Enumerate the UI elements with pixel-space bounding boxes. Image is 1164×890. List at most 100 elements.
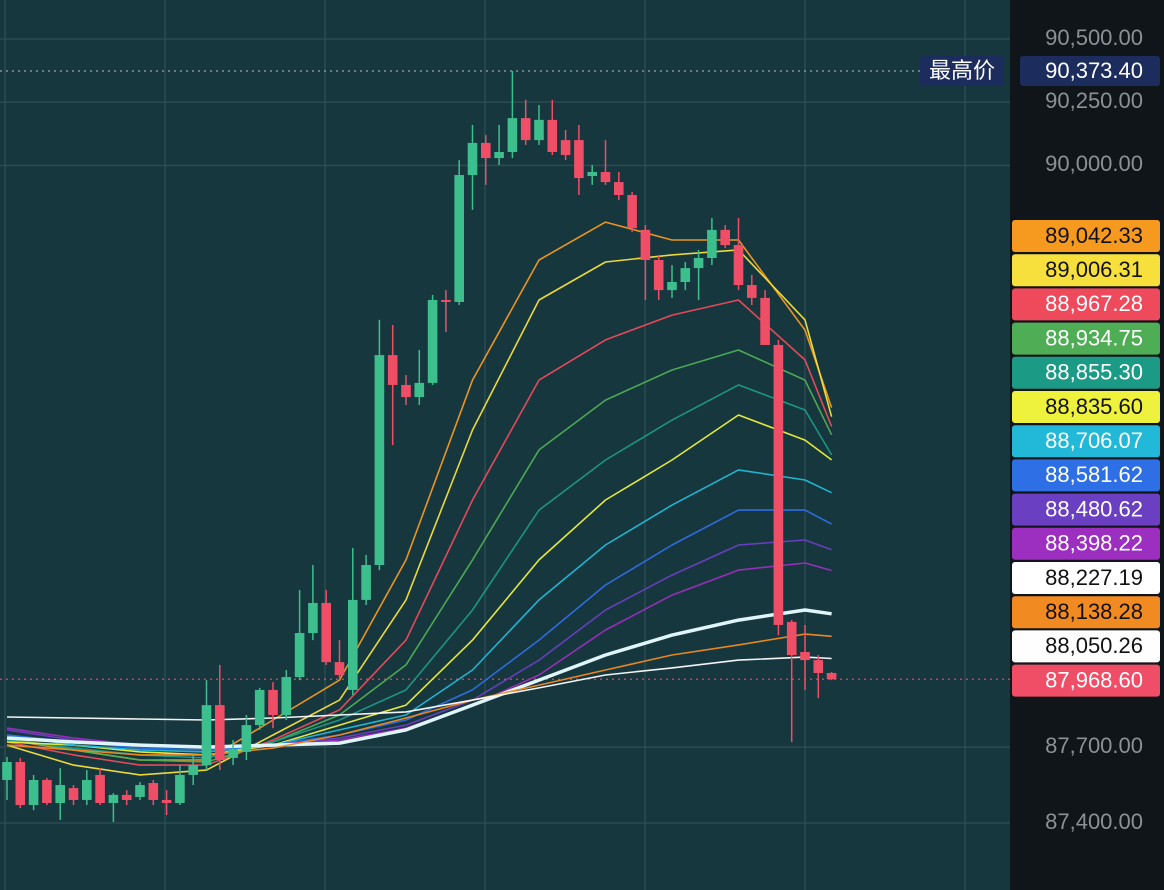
candle-body (454, 175, 464, 302)
ma-line (6, 349, 833, 763)
ma-line (6, 469, 832, 753)
candle-body (121, 794, 132, 800)
candle-body (95, 774, 105, 803)
candle-body (600, 171, 611, 183)
candle-body (441, 299, 451, 302)
y-tick-label: 90,000.00 (1045, 151, 1143, 176)
ma-line (6, 414, 833, 756)
ma-line (6, 608, 832, 749)
ma-line (6, 633, 832, 756)
legend-box (1012, 254, 1160, 287)
candle-body (560, 140, 571, 156)
candle-body (215, 705, 225, 761)
legend-value: 88,855.30 (1045, 360, 1143, 385)
candle-body (387, 355, 398, 385)
legend-box (1012, 322, 1160, 355)
candle-body (733, 245, 744, 286)
candle-body (826, 673, 837, 680)
candle-body (82, 779, 92, 800)
candle-body (268, 689, 278, 715)
candle-body (148, 783, 159, 800)
candle-body (2, 762, 12, 780)
candle-body (427, 299, 438, 383)
candle-body (680, 268, 691, 282)
candle-body (401, 384, 411, 398)
candle-body (494, 152, 504, 159)
candle-body (108, 794, 119, 803)
legend-value: 88,581.62 (1045, 462, 1143, 487)
candle-body (201, 705, 212, 766)
candle-body (481, 142, 491, 159)
last-price-label: 87,968.60 (1045, 667, 1143, 692)
high-title-box (920, 55, 1004, 86)
candle-body (640, 229, 651, 260)
candle-body (760, 297, 770, 345)
candle-body (414, 382, 425, 398)
candle-body (520, 118, 531, 141)
ma-line (6, 249, 833, 776)
candle-body (800, 652, 810, 661)
legend-box (1012, 596, 1160, 629)
legend-value: 88,835.60 (1045, 394, 1143, 419)
candle-body (334, 662, 345, 676)
candle-body (68, 788, 79, 800)
legend-value: 88,967.28 (1045, 291, 1143, 316)
candle-body (361, 565, 371, 600)
legend-box (1012, 630, 1160, 663)
labels: 90,500.00 90,250.00 90,000.00 87,700.00 87,4… (920, 25, 1160, 834)
last-price-box (1012, 664, 1160, 697)
plot-background (0, 0, 1010, 890)
legend-value: 88,227.19 (1045, 565, 1143, 590)
candle-body (15, 762, 26, 806)
legend-value: 88,480.62 (1045, 496, 1143, 521)
legend-box (1012, 391, 1160, 423)
candle-body (228, 749, 238, 758)
y-tick-label: 87,400.00 (1045, 809, 1143, 834)
candle-body (574, 140, 584, 179)
y-tick-label: 90,500.00 (1045, 25, 1143, 50)
candle-body (175, 774, 185, 803)
candle-body (42, 779, 52, 803)
legend-value: 88,398.22 (1045, 531, 1143, 556)
candle-body (348, 599, 358, 690)
legend-value: 89,042.33 (1045, 223, 1143, 248)
candle-body (135, 785, 145, 797)
candle-body (547, 119, 558, 153)
legend-value: 88,050.26 (1045, 633, 1143, 658)
high-value-box (1020, 55, 1160, 86)
ma-lines (6, 221, 833, 776)
y-tick-label: 90,250.00 (1045, 88, 1143, 113)
candle-body (188, 765, 198, 775)
candle-body (467, 142, 478, 176)
candle-body (28, 779, 39, 806)
ma-line (6, 299, 833, 766)
high-title: 最高价 (929, 58, 995, 83)
candle-body (294, 633, 305, 678)
candle-body (667, 281, 677, 291)
candle-body (720, 229, 730, 246)
candle-body (308, 602, 318, 634)
candle-body (786, 621, 797, 656)
legend-box (1012, 459, 1160, 492)
ma-line (6, 656, 832, 721)
legend-value: 88,138.28 (1045, 599, 1143, 624)
candle-body (55, 785, 65, 803)
candle-body (587, 171, 597, 177)
candles (2, 70, 837, 822)
candle-body (773, 344, 784, 625)
legend-box (1012, 356, 1160, 389)
candle-body (707, 229, 717, 258)
legend-value: 88,706.07 (1045, 428, 1143, 453)
candle-body (254, 689, 265, 726)
legend-box (1012, 220, 1160, 252)
candle-body (241, 725, 252, 752)
candle-body (161, 799, 172, 803)
y-tick-label: 87,700.00 (1045, 733, 1143, 758)
high-value: 90,373.40 (1045, 58, 1143, 83)
legend-box (1012, 527, 1160, 560)
candle-body (813, 660, 824, 674)
legend-box (1012, 493, 1160, 526)
candle-body (281, 677, 292, 715)
legend-value: 89,006.31 (1045, 257, 1143, 282)
